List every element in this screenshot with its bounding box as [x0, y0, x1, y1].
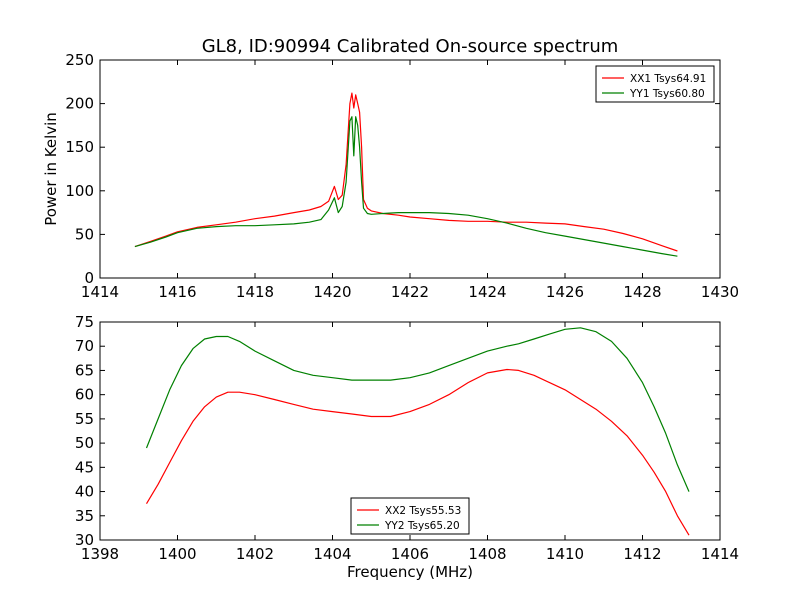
x-tick-label: 1412 — [623, 545, 661, 563]
x-tick-label: 1428 — [623, 283, 661, 301]
y-tick-label: 50 — [75, 225, 94, 243]
y-axis-label-top: Power in Kelvin — [42, 112, 60, 226]
chart-title: GL8, ID:90994 Calibrated On-source spect… — [202, 36, 619, 57]
y-tick-label: 75 — [75, 313, 94, 331]
x-tick-label: 1414 — [701, 545, 739, 563]
x-tick-label: 1418 — [236, 283, 274, 301]
x-tick-label: 1430 — [701, 283, 739, 301]
y-tick-label: 55 — [75, 410, 94, 428]
legend-label-1: XX1 Tsys64.91 — [630, 73, 706, 85]
y-tick-label: 65 — [75, 361, 94, 379]
x-tick-label: 1414 — [81, 283, 119, 301]
x-tick-label: 1424 — [468, 283, 506, 301]
x-tick-label: 1420 — [313, 283, 351, 301]
x-tick-label: 1416 — [158, 283, 196, 301]
x-tick-label: 1426 — [546, 283, 584, 301]
series-line-1 — [134, 92, 678, 252]
legend: XX1 Tsys64.91 YY1 Tsys60.80 — [595, 65, 715, 103]
series-line-1 — [145, 368, 690, 536]
legend-label-2: YY2 Tsys65.20 — [384, 520, 460, 532]
legend-label-2: YY1 Tsys60.80 — [629, 88, 705, 100]
x-tick-label: 1402 — [236, 545, 274, 563]
x-tick-label: 1398 — [81, 545, 119, 563]
bottom-spectrum-panel: 1398 1400 1402 1404 1406 1408 1410 1412 1414 30 35… — [75, 313, 739, 563]
x-tick-label: 1408 — [468, 545, 506, 563]
y-tick-label: 200 — [65, 95, 94, 113]
legend: XX2 Tsys55.53 YY2 Tsys65.20 — [350, 497, 470, 535]
y-tick-label: 45 — [75, 458, 94, 476]
x-tick-label: 1422 — [391, 283, 429, 301]
x-axis-label-bottom: Frequency (MHz) — [347, 563, 473, 581]
y-tick-label: 250 — [65, 51, 94, 69]
y-tick-label: 100 — [65, 182, 94, 200]
legend-box — [595, 65, 715, 103]
y-tick-label: 35 — [75, 507, 94, 525]
y-tick-label: 0 — [84, 269, 94, 287]
series-line-2 — [134, 116, 678, 257]
top-spectrum-panel: 1414 1416 1418 1420 1422 1424 1426 1428 1430 0 50 1… — [65, 51, 739, 301]
x-tick-label: 1404 — [313, 545, 351, 563]
y-tick-label: 50 — [75, 434, 94, 452]
series-line-2 — [145, 327, 690, 492]
x-tick-label: 1410 — [546, 545, 584, 563]
y-tick-label: 70 — [75, 337, 94, 355]
x-tick-label: 1406 — [391, 545, 429, 563]
legend-box — [350, 497, 470, 535]
y-tick-label: 30 — [75, 531, 94, 549]
y-tick-label: 60 — [75, 386, 94, 404]
y-tick-label: 40 — [75, 483, 94, 501]
legend-label-1: XX2 Tsys55.53 — [385, 505, 461, 517]
y-tick-label: 150 — [65, 138, 94, 156]
x-tick-label: 1400 — [158, 545, 196, 563]
